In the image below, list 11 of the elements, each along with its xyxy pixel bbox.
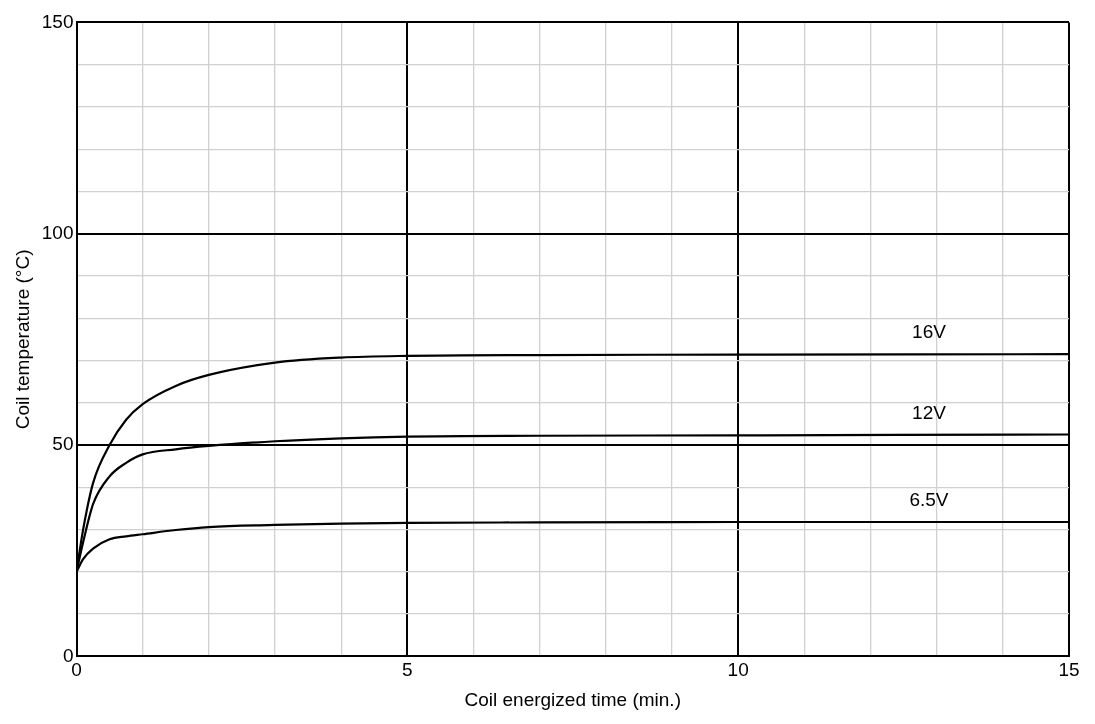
x-tick-label: 15 [1058,659,1080,681]
x-axis-title: Coil energized time (min.) [464,688,681,710]
series-label: 12V [912,401,947,423]
series-label: 6.5V [909,488,949,510]
y-tick-label: 100 [41,221,74,243]
y-tick-label: 150 [41,10,74,32]
series-label: 16V [912,321,947,343]
x-tick-label: 5 [402,659,413,681]
y-tick-label: 50 [52,433,74,455]
x-tick-label: 10 [727,659,749,681]
y-axis-title: Coil temperature (°C) [11,249,33,430]
